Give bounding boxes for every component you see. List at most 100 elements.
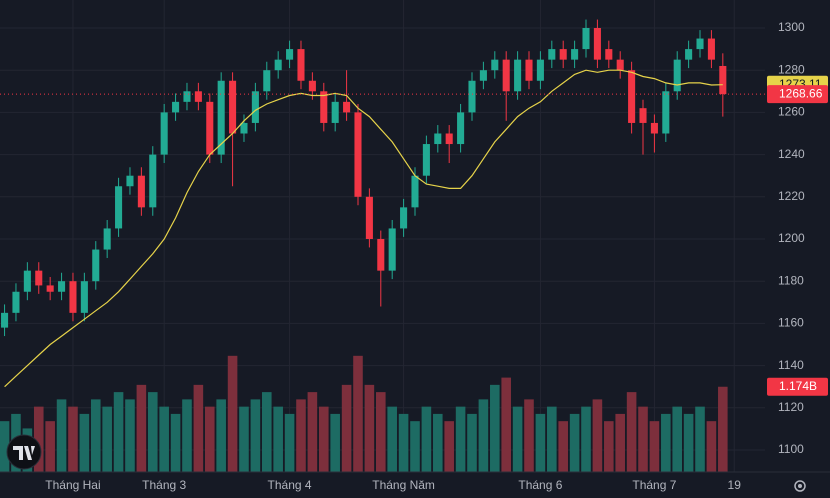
settings-icon[interactable] xyxy=(794,480,806,492)
axis-layer: 1100 1120 1140 1160 1180 1200 1220 1240 1260 1280… xyxy=(0,20,830,492)
candle-body xyxy=(183,91,191,102)
y-tick-label: 1220 xyxy=(778,189,805,203)
volume-bar xyxy=(376,392,386,472)
volume-bar xyxy=(490,384,500,472)
candle-body xyxy=(593,27,601,60)
candle-body xyxy=(240,122,248,134)
volume-bar xyxy=(182,399,192,472)
last-price-box xyxy=(767,85,828,104)
volume-bar xyxy=(216,399,226,472)
candle-layer xyxy=(1,19,727,337)
volume-bar xyxy=(45,421,55,472)
volume-bar xyxy=(638,406,648,472)
volume-bar xyxy=(558,421,568,472)
candle-body xyxy=(673,59,681,92)
volume-bar xyxy=(170,413,181,472)
volume-bar xyxy=(547,406,557,472)
candle-body xyxy=(457,112,465,145)
volume-bar xyxy=(683,413,694,472)
volume-bar xyxy=(706,421,717,472)
volume-bar xyxy=(125,399,135,472)
volume-bar xyxy=(204,406,215,472)
candle-body xyxy=(502,59,510,92)
y-tick-label: 1260 xyxy=(778,105,805,119)
volume-bar xyxy=(159,406,169,472)
volume-bar xyxy=(649,421,660,472)
logo xyxy=(6,434,42,470)
candle-body xyxy=(194,91,202,102)
x-tick-label: Tháng 3 xyxy=(142,478,186,492)
volume-bar xyxy=(341,384,352,472)
volume-bar xyxy=(193,384,204,472)
candle-body xyxy=(115,186,123,229)
candle-body xyxy=(662,91,670,134)
candle-body xyxy=(571,49,579,60)
volume-bar xyxy=(387,406,397,472)
volume-bar xyxy=(410,421,420,472)
volume-bar xyxy=(718,386,728,472)
volume-bar xyxy=(284,413,295,472)
volume-bar xyxy=(261,392,272,472)
candle-body xyxy=(377,238,385,271)
volume-bar xyxy=(661,413,671,472)
candle-body xyxy=(58,281,66,292)
candle-body xyxy=(445,133,453,145)
candle-body xyxy=(685,49,693,60)
volume-bar xyxy=(364,384,375,472)
last-price-label: 1268.66 xyxy=(779,86,823,100)
volume-bar xyxy=(68,406,78,472)
candle-body xyxy=(274,59,282,71)
candle-body xyxy=(411,175,419,208)
candle-body xyxy=(479,70,487,81)
volume-bar xyxy=(478,399,489,472)
candle-body xyxy=(422,144,430,176)
volume-bar xyxy=(695,406,705,472)
candle-body xyxy=(92,249,100,282)
volume-bar xyxy=(113,392,124,472)
candle-body xyxy=(160,112,168,155)
candle-body xyxy=(491,59,499,71)
y-tick-label: 1140 xyxy=(778,358,804,372)
candle-body xyxy=(548,49,556,60)
candle-body xyxy=(172,101,180,113)
volume-bar xyxy=(604,421,614,472)
moving-average-line xyxy=(4,69,723,388)
volume-bar xyxy=(227,355,238,472)
volume-bar xyxy=(296,399,306,472)
candle-body xyxy=(628,70,636,123)
y-tick-label: 1120 xyxy=(778,400,804,414)
volume-bar xyxy=(79,413,90,472)
volume-bar xyxy=(501,377,511,472)
candle-body xyxy=(12,291,20,313)
volume-bar xyxy=(569,413,580,472)
volume-bar xyxy=(56,399,67,472)
y-tick-label: 1100 xyxy=(778,442,804,456)
x-tick-label: Tháng Năm xyxy=(372,478,435,492)
candle-body xyxy=(1,312,9,328)
candle-body xyxy=(206,101,214,155)
volume-bar xyxy=(318,406,329,472)
volume-bar xyxy=(0,421,10,472)
candle-body xyxy=(605,49,613,60)
volume-bar xyxy=(615,413,625,472)
candle-body xyxy=(149,154,157,208)
volume-label: 1.174B xyxy=(779,379,817,393)
volume-bar xyxy=(330,413,340,472)
y-tick-label: 1160 xyxy=(778,316,804,330)
volume-bar xyxy=(672,406,683,472)
volume-bar xyxy=(512,406,523,472)
candle-body xyxy=(80,281,88,313)
candle-body xyxy=(286,49,294,60)
x-tick-label: Tháng Hai xyxy=(45,478,100,492)
y-tick-label: 1180 xyxy=(778,273,804,287)
candle-body xyxy=(616,59,624,71)
volume-bar xyxy=(90,399,101,472)
volume-bar xyxy=(444,421,454,472)
volume-bar xyxy=(455,406,466,472)
volume-bar xyxy=(433,413,443,472)
x-tick-label: Tháng 7 xyxy=(632,478,676,492)
volume-bar xyxy=(581,406,591,472)
x-tick-label: Tháng 4 xyxy=(268,478,312,492)
volume-bar xyxy=(147,392,158,472)
